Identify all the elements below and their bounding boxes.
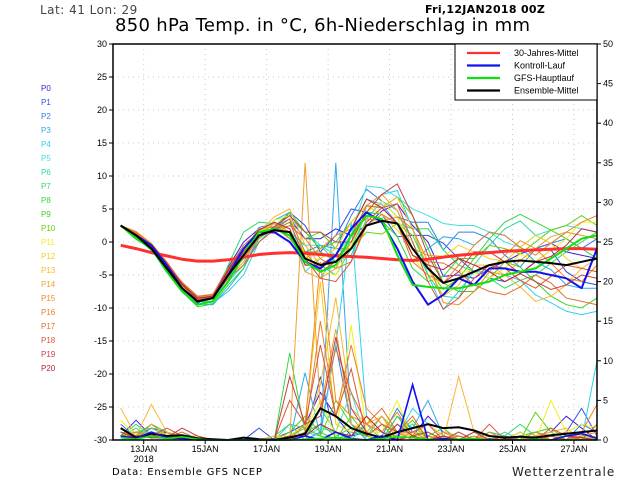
member-label-p16: P16 xyxy=(41,308,56,317)
temp-line-p0 xyxy=(120,203,598,305)
main-lines xyxy=(120,211,598,442)
temp-30-jahres-mittel-line xyxy=(120,243,598,263)
left-tick-label: -25 xyxy=(94,402,107,412)
x-tick-label: 25JAN xyxy=(499,444,526,454)
precip-line-p15 xyxy=(120,261,598,441)
member-label-p12: P12 xyxy=(41,252,56,261)
right-tick-label: 10 xyxy=(603,356,613,366)
x-tick-label: 21JAN xyxy=(376,444,403,454)
left-tick-label: -5 xyxy=(99,270,107,280)
member-label-p3: P3 xyxy=(41,126,51,135)
left-tick-label: 30 xyxy=(97,39,107,49)
x-tick-label: 19JAN xyxy=(315,444,342,454)
x-tick-year-label: 2018 xyxy=(134,454,154,464)
legend-label: Ensemble-Mittel xyxy=(514,86,579,96)
member-label-p20: P20 xyxy=(41,364,56,373)
brand-label: Wetterzentrale xyxy=(512,465,616,479)
member-label-p19: P19 xyxy=(41,350,56,359)
member-label-p17: P17 xyxy=(41,322,56,331)
x-tick-label: 15JAN xyxy=(192,444,219,454)
left-tick-label: 20 xyxy=(97,105,107,115)
member-label-p0: P0 xyxy=(41,84,51,93)
temperature-member-lines xyxy=(120,183,598,316)
right-tick-label: 30 xyxy=(603,197,613,207)
left-tick-label: -30 xyxy=(94,435,107,445)
member-label-p9: P9 xyxy=(41,210,51,219)
member-label-p2: P2 xyxy=(41,112,51,121)
member-label-p11: P11 xyxy=(41,238,55,247)
legend-label: Kontroll-Lauf xyxy=(514,61,566,71)
data-source-label: Data: Ensemble GFS NCEP xyxy=(112,467,263,478)
left-tick-label: 0 xyxy=(102,237,107,247)
member-label-p8: P8 xyxy=(41,196,51,205)
right-tick-label: 25 xyxy=(603,237,613,247)
run-timestamp: Fri,12JAN2018 00Z xyxy=(425,3,546,16)
left-tick-label: 25 xyxy=(97,72,107,82)
left-tick-label: -20 xyxy=(94,369,107,379)
member-label-p15: P15 xyxy=(41,294,56,303)
right-tick-label: 45 xyxy=(603,79,613,89)
precip-line-p11 xyxy=(120,325,598,441)
member-label-p13: P13 xyxy=(41,266,56,275)
left-tick-label: 5 xyxy=(102,204,107,214)
member-label-p7: P7 xyxy=(41,182,51,191)
member-label-p6: P6 xyxy=(41,168,51,177)
right-tick-label: 5 xyxy=(603,395,608,405)
left-tick-label: -10 xyxy=(94,303,107,313)
right-tick-label: 50 xyxy=(603,39,613,49)
left-tick-label: 15 xyxy=(97,138,107,148)
left-y-axis: 30 25 20 15 10 5 0 -5 -10 -15 -20 -25 -30 xyxy=(94,39,113,445)
location-label: Lat: 41 Lon: 29 xyxy=(40,3,138,17)
left-tick-label: 10 xyxy=(97,171,107,181)
member-label-p5: P5 xyxy=(41,154,51,163)
legend-label: 30-Jahres-Mittel xyxy=(514,48,579,58)
x-tick-label: 13JAN xyxy=(130,444,157,454)
member-label-p1: P1 xyxy=(41,98,51,107)
right-tick-label: 35 xyxy=(603,158,613,168)
precip-line-p8 xyxy=(120,352,597,441)
member-label-p4: P4 xyxy=(41,140,51,149)
member-label-p14: P14 xyxy=(41,280,56,289)
chart-title: 850 hPa Temp. in °C, 6h-Niederschlag in … xyxy=(115,15,531,36)
x-tick-label: 27JAN xyxy=(560,444,587,454)
legend: 30-Jahres-Mittel Kontroll-Lauf GFS-Hauptla… xyxy=(454,43,598,101)
legend-label: GFS-Hauptlauf xyxy=(514,73,575,83)
member-label-p18: P18 xyxy=(41,336,56,345)
right-tick-label: 0 xyxy=(603,435,608,445)
left-tick-label: -15 xyxy=(94,336,107,346)
right-tick-label: 15 xyxy=(603,316,613,326)
member-label-p10: P10 xyxy=(41,224,56,233)
temp-ensemble-mittel-line xyxy=(120,219,598,303)
right-tick-label: 40 xyxy=(603,118,613,128)
x-tick-label: 17JAN xyxy=(253,444,280,454)
temp-gfs-hauptlauf-line xyxy=(120,214,598,306)
right-tick-label: 20 xyxy=(603,277,613,287)
temp-line-p18 xyxy=(120,203,598,311)
temp-line-p20 xyxy=(120,198,598,299)
x-tick-label: 23JAN xyxy=(438,444,465,454)
